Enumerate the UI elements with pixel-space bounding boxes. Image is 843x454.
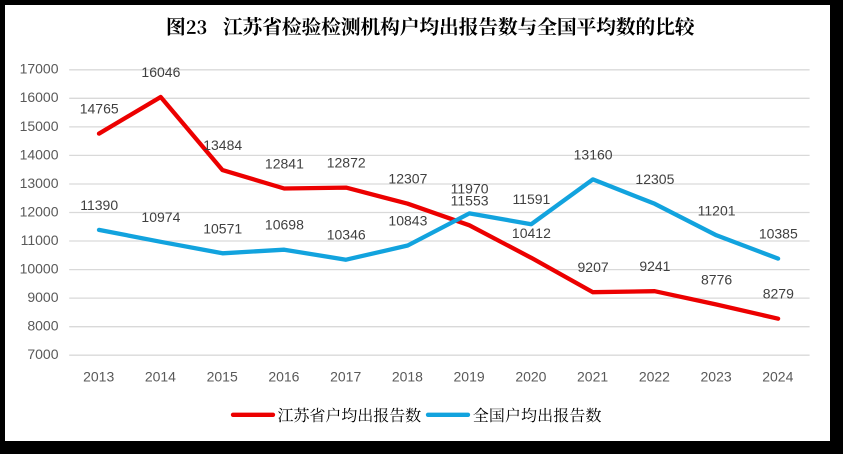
svg-text:2019: 2019 — [454, 368, 485, 384]
svg-text:2018: 2018 — [392, 368, 423, 384]
svg-text:2023: 2023 — [701, 368, 732, 384]
svg-text:11591: 11591 — [512, 191, 550, 207]
svg-text:2021: 2021 — [577, 368, 608, 384]
svg-text:10571: 10571 — [203, 220, 242, 236]
svg-text:10843: 10843 — [388, 213, 427, 229]
svg-text:10698: 10698 — [265, 217, 304, 233]
svg-text:11970: 11970 — [451, 180, 489, 196]
svg-text:8776: 8776 — [701, 272, 732, 288]
svg-text:9207: 9207 — [578, 259, 609, 275]
svg-text:17000: 17000 — [20, 61, 59, 77]
svg-text:11000: 11000 — [21, 232, 59, 248]
svg-text:13160: 13160 — [574, 146, 613, 162]
svg-text:10412: 10412 — [512, 225, 551, 241]
svg-text:9000: 9000 — [27, 289, 58, 305]
svg-text:12000: 12000 — [20, 203, 59, 219]
svg-text:11553: 11553 — [451, 192, 489, 208]
svg-text:10385: 10385 — [759, 226, 798, 242]
svg-text:12841: 12841 — [265, 156, 304, 172]
svg-text:13484: 13484 — [203, 137, 242, 153]
svg-text:8000: 8000 — [27, 318, 58, 334]
svg-text:11390: 11390 — [80, 197, 118, 213]
svg-text:2022: 2022 — [639, 368, 670, 384]
svg-text:12872: 12872 — [327, 155, 366, 171]
svg-text:11201: 11201 — [698, 202, 736, 218]
svg-text:2013: 2013 — [83, 368, 114, 384]
svg-text:12305: 12305 — [635, 171, 674, 187]
svg-text:2024: 2024 — [762, 368, 793, 384]
svg-text:8279: 8279 — [763, 286, 794, 302]
svg-text:2015: 2015 — [207, 368, 238, 384]
svg-text:10000: 10000 — [20, 261, 59, 277]
svg-text:10974: 10974 — [141, 209, 180, 225]
svg-text:7000: 7000 — [27, 346, 58, 362]
svg-text:15000: 15000 — [20, 118, 59, 134]
svg-text:14765: 14765 — [80, 101, 119, 117]
svg-text:14000: 14000 — [20, 146, 59, 162]
svg-text:2014: 2014 — [145, 368, 176, 384]
svg-text:9241: 9241 — [639, 258, 670, 274]
svg-text:2016: 2016 — [268, 368, 299, 384]
svg-text:10346: 10346 — [327, 227, 366, 243]
svg-text:16000: 16000 — [20, 89, 59, 105]
svg-text:2020: 2020 — [515, 368, 546, 384]
svg-text:12307: 12307 — [388, 171, 427, 187]
svg-text:16046: 16046 — [141, 64, 180, 80]
svg-text:13000: 13000 — [20, 175, 59, 191]
svg-text:2017: 2017 — [330, 368, 361, 384]
